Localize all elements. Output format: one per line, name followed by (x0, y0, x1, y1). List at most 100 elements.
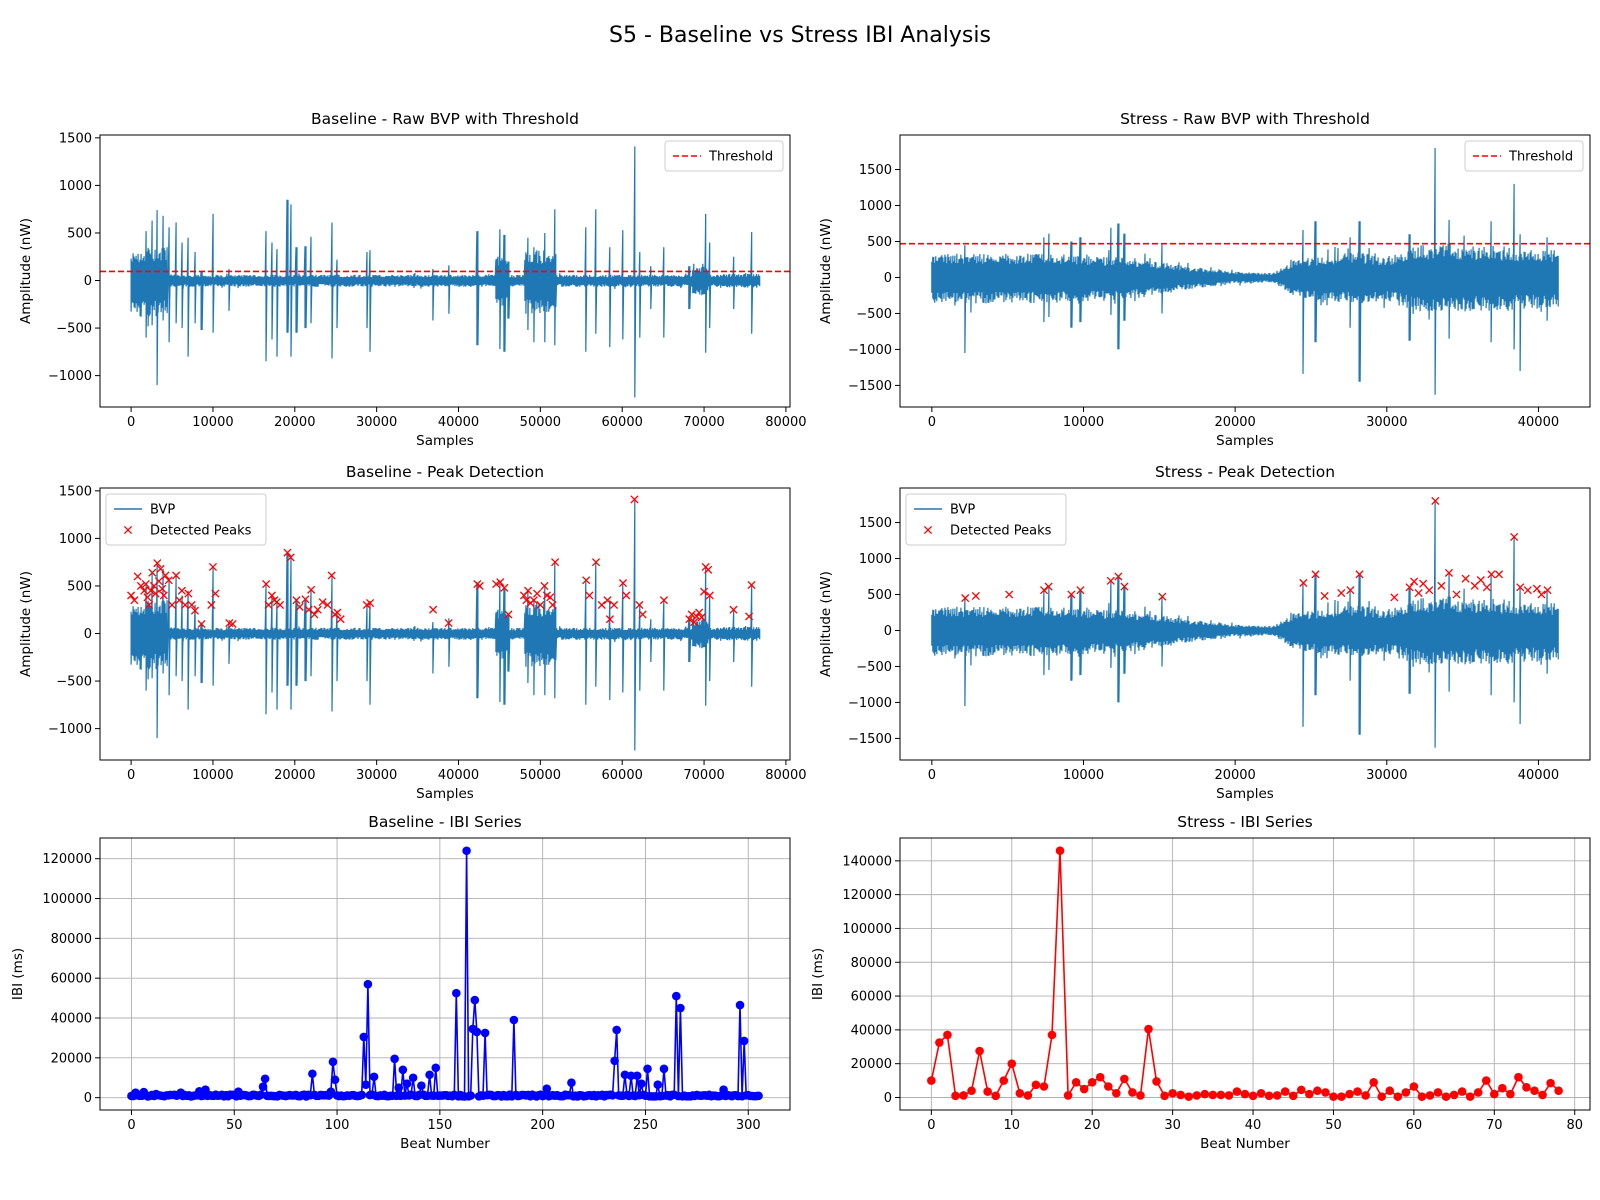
ibi-point (951, 1091, 960, 1101)
peak-marker (228, 619, 237, 629)
x-tick-label: 20000 (1214, 415, 1255, 430)
ibi-point (1441, 1092, 1451, 1101)
x-tick-label: 80 (1566, 1118, 1583, 1133)
y-axis-label: Amplitude (nW) (818, 218, 834, 324)
peak-marker (146, 586, 155, 595)
legend-box (664, 140, 784, 172)
peak-marker (695, 608, 704, 617)
ibi-point (258, 1082, 268, 1092)
y-tick-label: 40000 (851, 1023, 892, 1038)
y-tick-label: −1000 (848, 696, 892, 711)
ibi-point (1192, 1091, 1202, 1100)
ibi-point (739, 1036, 749, 1046)
ibi-point (1498, 1083, 1507, 1093)
ibi-point (1337, 1092, 1346, 1101)
ibi-point (653, 1080, 663, 1090)
peak-marker (444, 618, 453, 628)
panel-stress-raw: 0 10000 20000 30000 40000 −1500 −1000 −500 0 500 1… (818, 110, 1591, 449)
y-tick-label: 120000 (42, 852, 92, 867)
peak-marker (961, 594, 970, 603)
peak-marker (1414, 588, 1423, 598)
x-tick-label: 10000 (1063, 768, 1104, 783)
panel-title: Stress - Peak Detection (1155, 463, 1335, 481)
plot-area (900, 147, 1590, 395)
peak-marker (1543, 586, 1552, 595)
peak-marker (286, 553, 295, 562)
x-tick-label: 80000 (765, 768, 806, 783)
y-tick-label: 500 (867, 588, 892, 603)
peak-marker (283, 548, 292, 557)
peak-marker (323, 600, 332, 610)
peak-marker (207, 600, 216, 610)
ibi-point (612, 1025, 621, 1035)
peak-marker (336, 615, 345, 624)
y-tick-label: 0 (84, 1091, 92, 1106)
ibi-point (1296, 1085, 1306, 1095)
ibi-point (462, 846, 471, 856)
ibi-point (308, 1069, 317, 1079)
y-tick-label: 500 (67, 579, 92, 594)
peak-marker (685, 615, 694, 624)
ibi-point (1136, 1091, 1145, 1100)
peak-marker (184, 589, 193, 598)
panel-title: Baseline - Peak Detection (346, 463, 544, 481)
peak-marker (327, 571, 336, 580)
peak-marker (536, 600, 545, 610)
peak-marker (177, 586, 186, 595)
y-tick-label: 500 (867, 235, 892, 250)
panel-baseline-raw: 0 10000 20000 30000 40000 50000 60000 70000 8000… (18, 110, 807, 449)
ibi-point (1401, 1088, 1411, 1097)
ibi-point (1288, 1091, 1298, 1101)
x-tick-label: 40000 (1518, 768, 1559, 783)
y-axis-label: IBI (ms) (10, 948, 26, 1000)
x-tick-label: 30000 (356, 415, 397, 430)
panel-title: Baseline - Raw BVP with Threshold (311, 110, 579, 128)
peak-marker (1158, 592, 1167, 601)
peak-marker (618, 579, 628, 588)
ibi-point (1554, 1086, 1563, 1096)
peak-marker (130, 596, 139, 605)
ibi-point (959, 1091, 968, 1100)
y-tick-label: −1000 (848, 343, 892, 358)
x-tick-label: 250 (633, 1118, 658, 1133)
x-tick-label: 70000 (683, 768, 724, 783)
ibi-point (363, 979, 373, 989)
peak-marker (597, 600, 606, 610)
ibi-point (999, 1076, 1009, 1085)
y-tick-label: 140000 (842, 854, 892, 869)
axes-frame (99, 134, 791, 408)
y-tick-label: 0 (84, 274, 92, 289)
peak-marker (1390, 593, 1399, 602)
y-tick-label: 100000 (42, 892, 92, 907)
peak-marker (1482, 583, 1491, 592)
ibi-point (1240, 1089, 1250, 1099)
y-tick-label: 60000 (51, 972, 92, 987)
legend: BVP Detected Peaks (905, 493, 1067, 546)
peak-marker (504, 610, 513, 619)
peak-marker (500, 583, 509, 592)
x-axis-label: Beat Number (1200, 1136, 1290, 1152)
peak-marker (1410, 577, 1419, 586)
y-tick-label: −500 (856, 307, 892, 322)
peak-marker (292, 596, 301, 605)
peak-marker (1532, 584, 1541, 593)
peak-marker (635, 600, 644, 610)
peak-marker (140, 586, 149, 595)
peak-marker (551, 558, 560, 567)
legend-label: Threshold (1508, 150, 1573, 165)
ibi-point (1232, 1087, 1242, 1096)
x-tick-label: 10000 (1063, 415, 1104, 430)
x-tick-label: 0 (928, 768, 936, 783)
peak-marker (705, 591, 714, 600)
ibi-point (1047, 1030, 1057, 1040)
peak-marker (1523, 586, 1532, 595)
x-tick-label: 20000 (274, 415, 315, 430)
ibi-point (1530, 1086, 1539, 1096)
peak-marker (548, 600, 557, 610)
legend-label: Detected Peaks (150, 524, 252, 539)
panel-title: Stress - Raw BVP with Threshold (1120, 110, 1370, 128)
peak-marker (318, 598, 327, 607)
ibi-point (1103, 1082, 1113, 1091)
peak-marker (151, 589, 160, 598)
y-tick-label: −1500 (848, 732, 892, 747)
